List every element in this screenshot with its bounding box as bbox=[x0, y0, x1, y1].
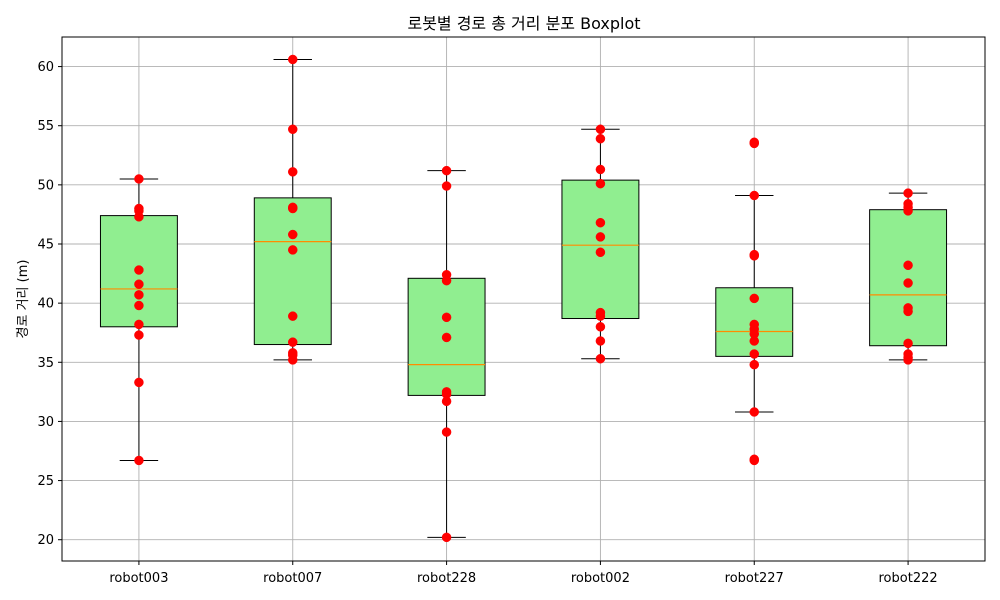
box-group-robot227 bbox=[715, 195, 794, 413]
y-tick-label: 45 bbox=[37, 237, 54, 252]
x-tick-label: robot228 bbox=[417, 571, 476, 586]
x-tick-label: robot002 bbox=[571, 571, 630, 586]
box-group-robot002 bbox=[561, 128, 640, 360]
data-point bbox=[134, 212, 144, 222]
data-point bbox=[134, 319, 144, 330]
data-point bbox=[749, 336, 759, 346]
data-point bbox=[749, 138, 759, 149]
box-group-robot228 bbox=[407, 170, 486, 538]
data-point bbox=[595, 311, 606, 321]
data-point bbox=[288, 124, 298, 135]
data-point bbox=[903, 206, 913, 216]
data-point bbox=[288, 355, 298, 365]
data-point bbox=[595, 336, 606, 346]
data-point bbox=[134, 279, 144, 289]
data-points bbox=[134, 54, 913, 543]
chart-title: 로봇별 경로 총 거리 분포 Boxplot bbox=[407, 14, 640, 33]
data-point bbox=[903, 188, 913, 198]
data-point bbox=[595, 217, 606, 228]
data-point bbox=[441, 332, 452, 343]
y-tick-label: 25 bbox=[37, 474, 54, 489]
y-tick-label: 60 bbox=[37, 60, 54, 75]
data-point bbox=[595, 164, 606, 175]
data-point bbox=[441, 396, 452, 407]
boxes bbox=[99, 58, 948, 538]
x-tick-label: robot007 bbox=[263, 571, 322, 586]
data-point bbox=[441, 312, 452, 323]
data-point bbox=[595, 178, 606, 189]
data-point bbox=[749, 349, 759, 359]
data-point bbox=[134, 455, 144, 466]
data-point bbox=[749, 251, 759, 261]
y-tick-label: 50 bbox=[37, 178, 54, 193]
data-point bbox=[595, 322, 606, 332]
x-tick-label: robot222 bbox=[879, 571, 938, 586]
box-iqr bbox=[869, 209, 948, 347]
y-tick-label: 40 bbox=[37, 297, 54, 312]
y-tick-label: 55 bbox=[37, 119, 54, 134]
data-point bbox=[288, 245, 298, 255]
data-point bbox=[134, 330, 144, 340]
box-iqr bbox=[253, 197, 332, 346]
x-tick-label: robot003 bbox=[109, 571, 168, 586]
data-point bbox=[595, 232, 606, 242]
data-point bbox=[595, 353, 606, 364]
data-point bbox=[749, 407, 759, 417]
data-point bbox=[134, 300, 144, 311]
data-point bbox=[903, 338, 913, 349]
data-point bbox=[288, 203, 298, 214]
data-point bbox=[134, 377, 144, 388]
data-point bbox=[288, 337, 298, 347]
data-point bbox=[288, 311, 298, 321]
y-tick-label: 30 bbox=[37, 415, 54, 430]
data-point bbox=[903, 306, 913, 317]
y-tick-label: 35 bbox=[37, 356, 54, 371]
data-point bbox=[288, 167, 298, 177]
x-tick-label: robot227 bbox=[725, 571, 784, 586]
grid-lines bbox=[62, 37, 985, 561]
data-point bbox=[441, 181, 452, 191]
data-point bbox=[903, 355, 913, 365]
data-point bbox=[903, 260, 913, 271]
data-point bbox=[441, 165, 452, 176]
data-point bbox=[441, 427, 452, 437]
plot-area-frame bbox=[61, 36, 986, 562]
data-point bbox=[595, 133, 606, 144]
data-point bbox=[595, 247, 606, 258]
y-tick-label: 20 bbox=[37, 533, 54, 548]
data-point bbox=[288, 229, 298, 240]
axis-ticks: 20 25 30 35 40 45 50 55 60 robot003 robot007 robot2… bbox=[37, 60, 937, 586]
data-point bbox=[288, 54, 298, 65]
data-point bbox=[134, 174, 144, 184]
data-point bbox=[595, 124, 606, 135]
box-group-robot222 bbox=[869, 192, 948, 361]
y-axis-label: 경로 거리 (m) bbox=[16, 260, 31, 339]
data-point bbox=[749, 293, 759, 304]
data-point bbox=[749, 455, 759, 466]
data-point bbox=[441, 275, 452, 286]
data-point bbox=[134, 265, 144, 275]
data-point bbox=[134, 290, 144, 300]
data-point bbox=[441, 532, 452, 543]
data-point bbox=[749, 190, 759, 201]
data-point bbox=[749, 359, 759, 370]
data-point bbox=[903, 278, 913, 288]
